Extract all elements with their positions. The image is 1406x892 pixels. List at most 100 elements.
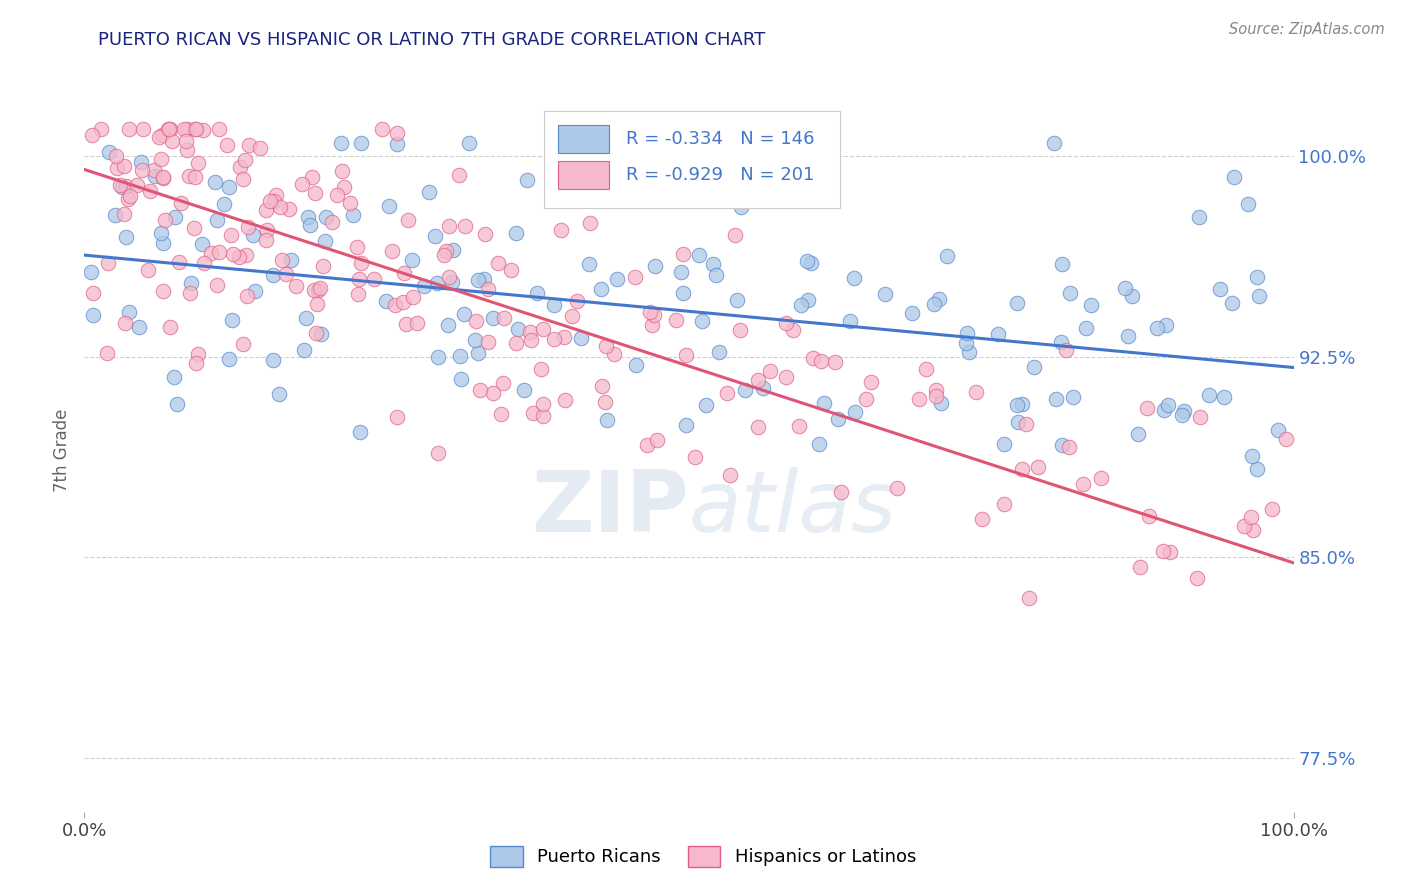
Point bbox=[311, 326, 333, 341]
Point bbox=[314, 235, 336, 249]
Point bbox=[1159, 545, 1181, 559]
Point bbox=[129, 155, 152, 169]
Point bbox=[97, 256, 120, 270]
Point bbox=[174, 134, 197, 148]
Point bbox=[111, 180, 134, 194]
Point bbox=[955, 326, 977, 340]
Point bbox=[638, 305, 661, 319]
Point bbox=[827, 411, 849, 425]
Point bbox=[170, 195, 193, 210]
Point bbox=[803, 351, 825, 365]
Point bbox=[163, 210, 186, 224]
Point bbox=[1022, 360, 1045, 375]
Point bbox=[486, 255, 509, 269]
Point bbox=[115, 230, 138, 244]
Point bbox=[550, 223, 572, 237]
Point bbox=[176, 122, 198, 136]
Point bbox=[520, 333, 543, 347]
Point bbox=[1249, 288, 1271, 302]
Point bbox=[477, 282, 499, 296]
Point bbox=[218, 180, 240, 194]
Point bbox=[363, 271, 385, 285]
Point bbox=[159, 319, 181, 334]
Point bbox=[824, 355, 846, 369]
Point bbox=[193, 256, 215, 270]
Point bbox=[457, 136, 479, 150]
Point bbox=[464, 334, 486, 348]
Point bbox=[747, 373, 769, 387]
Point bbox=[1137, 508, 1160, 523]
Point bbox=[269, 387, 291, 401]
Point bbox=[1188, 210, 1211, 224]
Text: Source: ZipAtlas.com: Source: ZipAtlas.com bbox=[1229, 22, 1385, 37]
Point bbox=[434, 244, 457, 259]
Point bbox=[1011, 462, 1033, 476]
Point bbox=[1076, 320, 1098, 334]
Point bbox=[132, 122, 155, 136]
Point bbox=[295, 311, 318, 326]
Point bbox=[839, 314, 862, 328]
Point bbox=[643, 309, 665, 323]
Point bbox=[531, 409, 554, 423]
Point bbox=[1209, 281, 1232, 295]
Point bbox=[152, 284, 174, 298]
Point bbox=[734, 383, 756, 397]
Point bbox=[1261, 501, 1284, 516]
Point bbox=[104, 149, 127, 163]
Point bbox=[330, 136, 353, 150]
Point bbox=[543, 297, 565, 311]
Point bbox=[505, 335, 527, 350]
Point bbox=[238, 138, 260, 153]
Point bbox=[636, 438, 658, 452]
Point bbox=[333, 179, 356, 194]
Point bbox=[1049, 335, 1071, 350]
Point bbox=[1018, 591, 1040, 606]
Point bbox=[1189, 409, 1212, 424]
Point bbox=[120, 189, 142, 203]
Point bbox=[935, 249, 957, 263]
Point bbox=[672, 286, 695, 301]
Point bbox=[426, 446, 449, 460]
Point bbox=[860, 375, 883, 389]
Point bbox=[304, 283, 326, 297]
Point bbox=[924, 297, 946, 311]
Point bbox=[1153, 403, 1175, 417]
Point bbox=[298, 218, 321, 232]
Point bbox=[603, 347, 626, 361]
Point bbox=[285, 279, 308, 293]
Point bbox=[166, 397, 188, 411]
Point bbox=[307, 283, 329, 297]
Point bbox=[108, 178, 131, 193]
Point bbox=[519, 325, 541, 339]
Point bbox=[987, 326, 1010, 341]
Point bbox=[800, 256, 823, 270]
Point bbox=[1213, 390, 1236, 404]
Point bbox=[1223, 170, 1246, 185]
Point bbox=[465, 314, 488, 328]
Bar bbox=[558, 125, 609, 153]
Point bbox=[1237, 197, 1260, 211]
Point bbox=[1171, 408, 1194, 422]
Point bbox=[474, 272, 496, 286]
Point bbox=[959, 344, 981, 359]
Point bbox=[553, 329, 575, 343]
Point bbox=[305, 296, 328, 310]
Point bbox=[578, 257, 600, 271]
Point bbox=[232, 172, 254, 186]
Point bbox=[641, 318, 664, 333]
Point bbox=[143, 169, 166, 183]
Point bbox=[385, 126, 408, 140]
Point bbox=[159, 122, 181, 136]
Point bbox=[118, 305, 141, 319]
Point bbox=[321, 215, 343, 229]
Point bbox=[1050, 438, 1073, 452]
Point bbox=[1233, 519, 1256, 533]
Point bbox=[807, 437, 830, 451]
Point bbox=[392, 266, 415, 280]
Point bbox=[810, 354, 832, 368]
Point bbox=[675, 417, 697, 432]
Point bbox=[280, 253, 302, 268]
Point bbox=[292, 343, 315, 357]
Point bbox=[218, 351, 240, 366]
Point bbox=[204, 175, 226, 189]
